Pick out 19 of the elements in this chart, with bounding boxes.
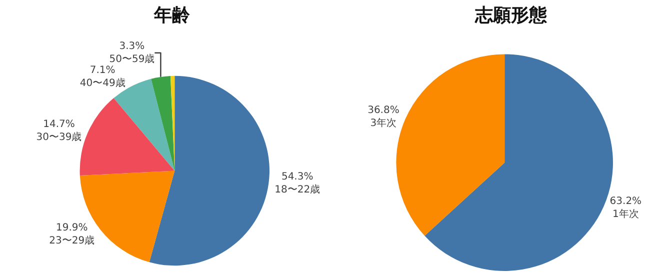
slice-label: 30〜39歳: [36, 130, 82, 143]
data-label: 36.8%: [368, 104, 400, 116]
slice-label: 3年次: [370, 116, 397, 129]
slice-label: 40〜49歳: [80, 76, 126, 89]
data-label: 54.3%: [281, 172, 314, 183]
pie-slice: [151, 76, 175, 171]
data-label: 3.3%: [119, 40, 145, 52]
data-label: 19.9%: [56, 222, 88, 234]
chart-title: 志願形態: [474, 5, 548, 26]
slice-label: 23〜29歳: [49, 234, 95, 247]
data-label: 63.2%: [610, 196, 642, 208]
data-label: 7.1%: [90, 64, 116, 76]
slice-label: 50〜59歳: [109, 52, 155, 65]
pie-slice: [149, 76, 270, 266]
slice-label: 18〜22歳: [274, 184, 320, 196]
chart-title: 年齢: [153, 5, 191, 26]
slice-label: 1年次: [612, 208, 639, 220]
pie-slice: [80, 98, 175, 176]
data-label: 14.7%: [43, 118, 75, 130]
